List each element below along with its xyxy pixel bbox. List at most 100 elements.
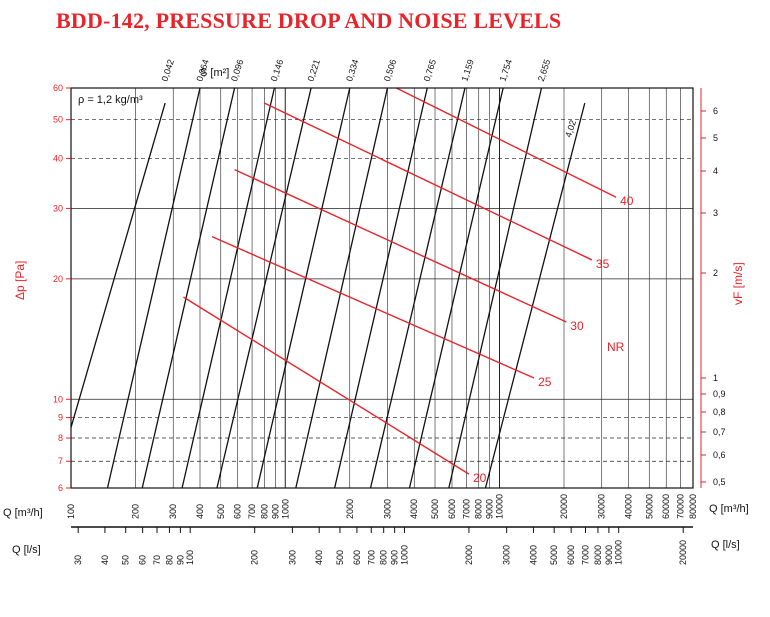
x2-tick-label: 2000 xyxy=(464,545,474,565)
x2-tick-label: 30 xyxy=(73,555,83,565)
y-axis-label: Δp [Pa] xyxy=(13,261,27,300)
s-line xyxy=(448,87,543,489)
s-line-label: 0,334 xyxy=(344,58,360,83)
x2-tick-label: 10000 xyxy=(614,540,624,565)
s-line-label: 0,146 xyxy=(269,58,285,83)
s-line-label: 0,765 xyxy=(422,58,438,83)
x-tick-label: 8000 xyxy=(474,499,484,519)
s-line xyxy=(484,102,586,489)
y-tick-label: 6 xyxy=(58,483,63,493)
x2-tick-label: 600 xyxy=(352,550,362,565)
y-tick-label: 9 xyxy=(58,413,63,423)
nr-label: NR xyxy=(607,340,625,354)
x2-tick-label: 70 xyxy=(152,555,162,565)
y-right-tick-label: 4 xyxy=(713,166,718,176)
x-tick-label: 4000 xyxy=(409,499,419,519)
nr-line-label: 20 xyxy=(473,471,487,485)
x2-tick-label: 400 xyxy=(314,550,324,565)
y-tick-label: 30 xyxy=(53,203,63,213)
x-tick-label: 60000 xyxy=(661,494,671,519)
plot-frame xyxy=(70,87,694,489)
x-tick-label: 10000 xyxy=(495,494,505,519)
x2-tick-label: 50 xyxy=(121,555,131,565)
s-line xyxy=(295,87,389,489)
x-tick-label: 70000 xyxy=(676,494,686,519)
nr-line xyxy=(211,236,535,379)
s-lines-group: 0,042 0,064 0,096 0,146 0,221 0,334 0,506 0,765… xyxy=(70,58,586,489)
x2-tick-label: 900 xyxy=(390,550,400,565)
nr-line xyxy=(264,102,593,261)
axis-labels: 6 7 8 9 10 20 30 40 50 60 0,5 0,6 0,7 0,8 0,9 1 2 3 4 5 6 100… xyxy=(53,83,726,565)
nr-line xyxy=(234,169,567,323)
x2-tick-label: 200 xyxy=(250,550,260,565)
x-tick-label: 20000 xyxy=(559,494,569,519)
x-tick-label: 800 xyxy=(259,504,269,519)
x2-tick-label: 6000 xyxy=(566,545,576,565)
nr-line xyxy=(183,296,470,475)
y-tick-label: 8 xyxy=(58,433,63,443)
x2-tick-label: 300 xyxy=(287,550,297,565)
s-line xyxy=(141,87,236,489)
x2-tick-label: 1000 xyxy=(399,545,409,565)
y-right-tick-label: 0,6 xyxy=(713,450,726,460)
s-line xyxy=(408,87,504,489)
s-line-label: 2,655 xyxy=(536,58,552,83)
x-tick-label: 1000 xyxy=(280,499,290,519)
x-tick-label: 9000 xyxy=(485,499,495,519)
x-axis-unit-label: Q [m³/h] xyxy=(3,507,43,519)
x2-tick-label: 60 xyxy=(138,555,148,565)
x-tick-label: 700 xyxy=(247,504,257,519)
x-tick-label: 30000 xyxy=(597,494,607,519)
x-tick-label: 80000 xyxy=(688,494,698,519)
x-tick-label: 5000 xyxy=(430,499,440,519)
x2-axis-unit-label: Q [l/s] xyxy=(12,544,41,556)
x2-axis-unit-label-right: Q [l/s] xyxy=(711,539,740,551)
y-right-tick-label: 1 xyxy=(713,373,718,383)
x2-tick-label: 40 xyxy=(100,555,110,565)
x2-tick-label: 4000 xyxy=(528,545,538,565)
s-axis-label: S [m²] xyxy=(200,67,229,79)
nr-line-label: 25 xyxy=(538,375,552,389)
s-line xyxy=(216,87,312,489)
x-tick-label: 7000 xyxy=(461,499,471,519)
x-tick-label: 50000 xyxy=(644,494,654,519)
x-tick-label: 3000 xyxy=(382,499,392,519)
x-tick-label: 500 xyxy=(216,504,226,519)
y-right-tick-label: 0,8 xyxy=(713,407,726,417)
nr-lines-group: 20 25 30 35 40 xyxy=(183,87,634,485)
nr-line-label: 30 xyxy=(570,319,584,333)
nr-line-label: 40 xyxy=(620,194,634,208)
x2-tick-label: 5000 xyxy=(549,545,559,565)
y-tick-label: 50 xyxy=(53,115,63,125)
x-axis-unit-label-right: Q [m³/h] xyxy=(709,503,749,515)
y-tick-label: 20 xyxy=(53,274,63,284)
s-line xyxy=(181,87,276,489)
s-line xyxy=(256,87,351,489)
x2-tick-label: 700 xyxy=(366,550,376,565)
x2-tick-label: 9000 xyxy=(604,545,614,565)
x-tick-label: 300 xyxy=(168,504,178,519)
chart-title: BDD-142, PRESSURE DROP AND NOISE LEVELS xyxy=(56,8,562,33)
s-line-label: 0,042 xyxy=(160,58,176,83)
x-tick-label: 6000 xyxy=(447,499,457,519)
s-line xyxy=(106,87,201,489)
x-tick-label: 900 xyxy=(270,504,280,519)
nr-line xyxy=(396,87,617,198)
x-tick-label: 200 xyxy=(130,504,140,519)
y-right-tick-label: 0,5 xyxy=(713,477,726,487)
x2-tick-label: 7000 xyxy=(581,545,591,565)
x2-tick-label: 20000 xyxy=(678,540,688,565)
y-right-tick-label: 0,9 xyxy=(713,389,726,399)
x-tick-label: 40000 xyxy=(624,494,634,519)
s-line-label: 0,096 xyxy=(229,58,245,83)
y-right-tick-label: 0,7 xyxy=(713,427,726,437)
density-note: ρ = 1,2 kg/m³ xyxy=(78,94,143,106)
y-right-tick-label: 3 xyxy=(713,208,718,218)
y-tick-label: 40 xyxy=(53,153,63,163)
y-right-tick-label: 2 xyxy=(713,268,718,278)
x-tick-label: 100 xyxy=(66,504,76,519)
y-right-tick-label: 5 xyxy=(713,133,718,143)
s-line xyxy=(333,87,428,489)
x2-tick-label: 800 xyxy=(379,550,389,565)
